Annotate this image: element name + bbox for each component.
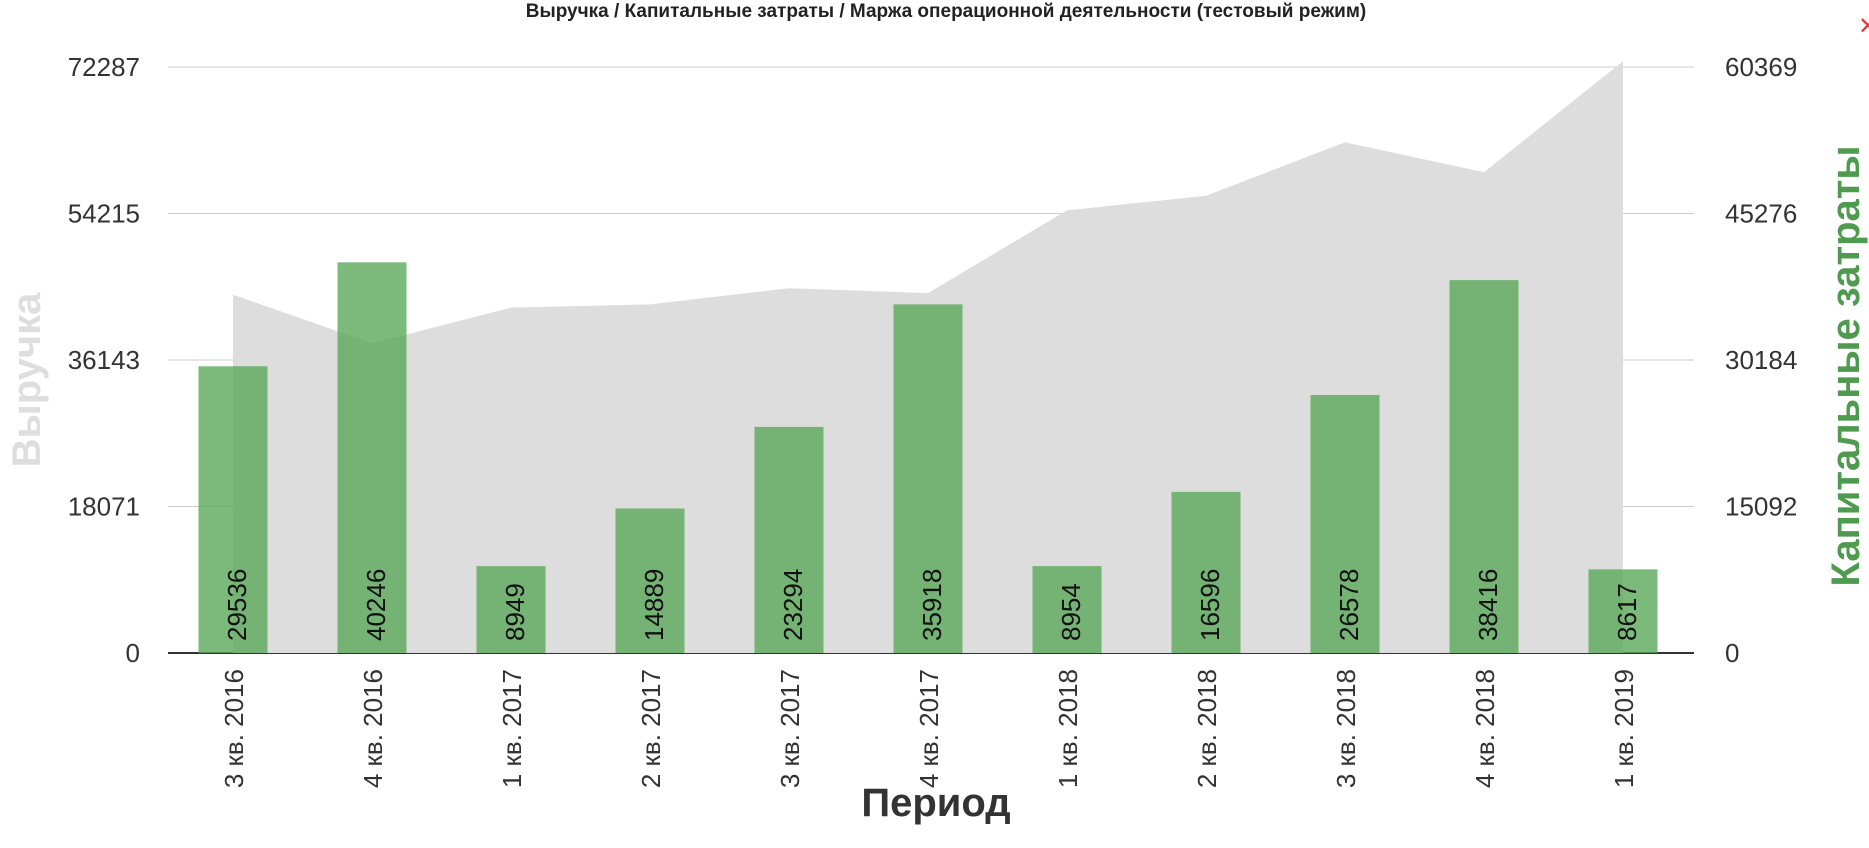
bar-label: 8617 — [1612, 583, 1642, 641]
close-icon[interactable]: ✕ — [1858, 13, 1869, 40]
bar-4 кв. 2018[interactable] — [1449, 280, 1519, 653]
x-axis-ticks: 3 кв. 2016 4 кв. 2016 1 кв. 2017 2 кв. 2017… — [219, 669, 1639, 788]
bar-label: 26578 — [1334, 569, 1364, 641]
right-tick-label: 60369 — [1725, 52, 1797, 82]
x-tick-label: 4 кв. 2016 — [358, 669, 388, 788]
left-tick-label: 18071 — [68, 492, 140, 522]
bar-label: 40246 — [361, 569, 391, 641]
x-tick-label: 1 кв. 2019 — [1609, 669, 1639, 788]
bar-2 кв. 2018[interactable] — [1171, 491, 1241, 653]
x-tick-label: 1 кв. 2017 — [497, 669, 527, 788]
x-tick-label: 3 кв. 2017 — [775, 669, 805, 788]
x-tick-label: 1 кв. 2018 — [1053, 669, 1083, 788]
bar-1 кв. 2018[interactable] — [1032, 566, 1102, 653]
bar-label: 23294 — [778, 569, 808, 641]
y-axis-left-label: Выручка — [5, 292, 49, 467]
bar-label: 8954 — [1056, 583, 1086, 641]
x-tick-label: 4 кв. 2018 — [1470, 669, 1500, 788]
left-tick-label: 72287 — [68, 52, 140, 82]
y-axis-right-label: Капитальные затраты — [1824, 145, 1868, 586]
bar-data-labels: 29536 40246 8949 14889 23294 35918 8954 16596 26… — [222, 569, 1642, 641]
capex-bar-series — [198, 262, 1658, 653]
bar-3 кв. 2018[interactable] — [1310, 395, 1380, 653]
bar-4 кв. 2017[interactable] — [893, 304, 963, 653]
bar-label: 38416 — [1473, 569, 1503, 641]
bar-label: 16596 — [1195, 569, 1225, 641]
bar-2 кв. 2017[interactable] — [615, 508, 685, 653]
left-tick-label: 0 — [126, 638, 140, 668]
right-tick-label: 15092 — [1725, 492, 1797, 522]
bar-label: 35918 — [917, 569, 947, 641]
bar-3 кв. 2017[interactable] — [754, 426, 824, 653]
bar-label: 14889 — [639, 569, 669, 641]
bar-1 кв. 2017[interactable] — [476, 566, 546, 653]
bar-label: 29536 — [222, 569, 252, 641]
x-tick-label: 2 кв. 2017 — [636, 669, 666, 788]
x-tick-label: 3 кв. 2018 — [1331, 669, 1361, 788]
right-y-axis-ticks: 0 15092 30184 45276 60369 — [1725, 52, 1797, 668]
bar-3 кв. 2016[interactable] — [198, 366, 268, 653]
left-y-axis-ticks: 0 18071 36143 54215 72287 — [68, 52, 140, 668]
right-tick-label: 45276 — [1725, 199, 1797, 229]
chart-title: Выручка / Капитальные затраты / Маржа оп… — [526, 1, 1366, 22]
right-tick-label: 0 — [1725, 638, 1739, 668]
x-tick-label: 2 кв. 2018 — [1192, 669, 1222, 788]
x-tick-label: 4 кв. 2017 — [914, 669, 944, 788]
x-tick-label: 3 кв. 2016 — [219, 669, 249, 788]
x-axis-label: Период — [861, 781, 1010, 825]
left-tick-label: 54215 — [68, 199, 140, 229]
bar-1 кв. 2019[interactable] — [1588, 569, 1658, 653]
right-tick-label: 30184 — [1725, 345, 1797, 375]
bar-label: 8949 — [500, 583, 530, 641]
bar-4 кв. 2016[interactable] — [337, 262, 407, 653]
left-tick-label: 36143 — [68, 345, 140, 375]
